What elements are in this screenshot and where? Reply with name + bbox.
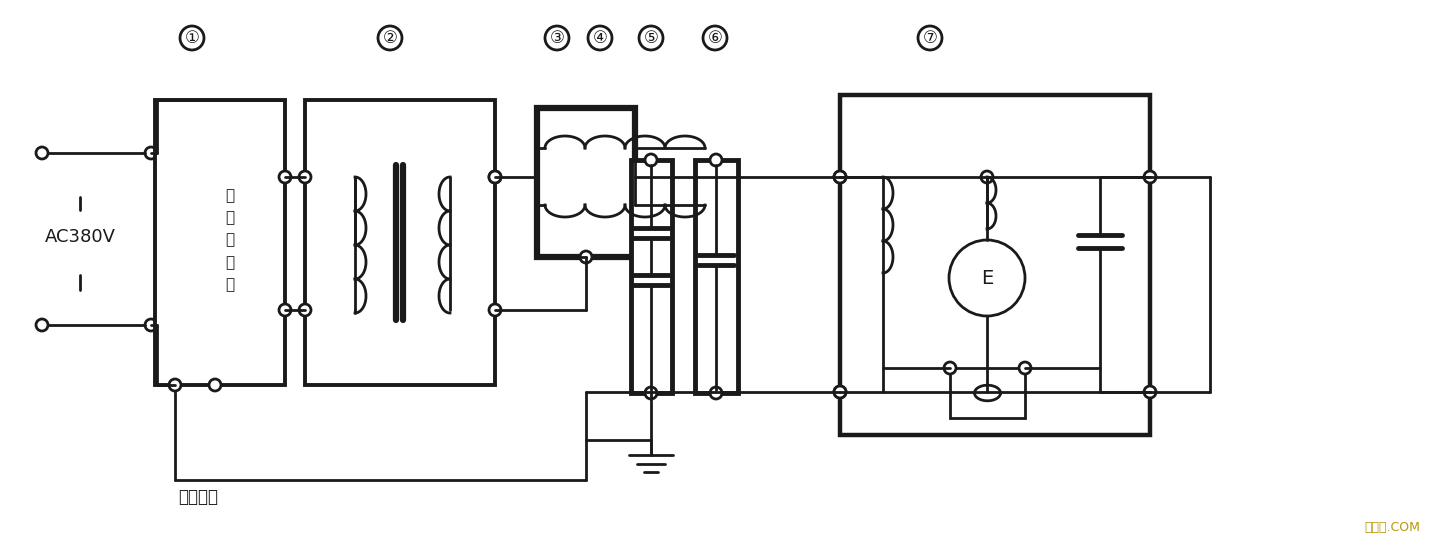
Text: 接线图.COM: 接线图.COM [1365, 521, 1420, 534]
Bar [537, 108, 635, 257]
Circle shape [489, 171, 501, 183]
Circle shape [710, 387, 721, 397]
Bar [695, 160, 738, 393]
Circle shape [833, 386, 846, 398]
Text: AC380V: AC380V [45, 228, 116, 246]
Circle shape [1145, 386, 1156, 398]
Circle shape [710, 154, 722, 166]
Circle shape [208, 379, 221, 391]
Circle shape [645, 172, 655, 182]
Circle shape [1145, 171, 1156, 183]
Text: 测量输入: 测量输入 [178, 488, 218, 506]
Bar [305, 100, 495, 385]
Bar [951, 368, 1024, 418]
Text: ④: ④ [593, 29, 608, 47]
Circle shape [36, 147, 48, 159]
Circle shape [833, 171, 846, 183]
Circle shape [169, 379, 181, 391]
Circle shape [300, 171, 311, 183]
Circle shape [300, 304, 311, 316]
Circle shape [145, 147, 158, 159]
Circle shape [943, 362, 956, 374]
Text: ⑤: ⑤ [644, 29, 658, 47]
Circle shape [645, 387, 655, 397]
Circle shape [1019, 362, 1032, 374]
Circle shape [489, 304, 501, 316]
Circle shape [279, 171, 291, 183]
Circle shape [949, 240, 1024, 316]
Circle shape [981, 171, 993, 183]
Text: 变
频
源
输
出: 变 频 源 输 出 [226, 188, 234, 292]
Circle shape [710, 172, 721, 182]
Circle shape [645, 387, 657, 399]
Bar [841, 95, 1150, 435]
Circle shape [833, 386, 846, 398]
Circle shape [279, 304, 291, 316]
Circle shape [710, 387, 722, 399]
Bar [155, 100, 285, 385]
Circle shape [645, 154, 657, 166]
Circle shape [833, 171, 846, 183]
Text: ⑦: ⑦ [923, 29, 938, 47]
Circle shape [36, 319, 48, 331]
Circle shape [489, 171, 501, 183]
Text: E: E [981, 268, 993, 288]
Text: ①: ① [185, 29, 200, 47]
Bar [631, 160, 671, 393]
Circle shape [580, 251, 592, 263]
Text: ③: ③ [550, 29, 564, 47]
Text: ②: ② [382, 29, 398, 47]
Circle shape [145, 319, 158, 331]
Text: ⑥: ⑥ [708, 29, 722, 47]
